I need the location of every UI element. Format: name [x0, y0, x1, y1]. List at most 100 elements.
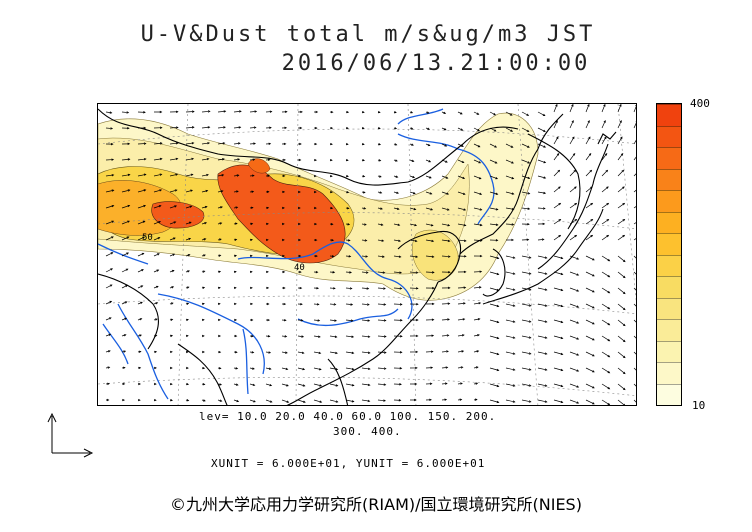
wind-arrow-head: [207, 141, 211, 145]
wind-arrow: [505, 271, 515, 275]
wind-arrow-head: [203, 399, 206, 402]
wind-arrow: [569, 186, 577, 193]
wind-arrow-head: [560, 336, 564, 340]
wind-arrow: [633, 106, 636, 113]
wind-arrow: [505, 399, 515, 403]
wind-arrow: [105, 127, 113, 129]
wind-arrow-head: [186, 334, 189, 338]
wind-arrow: [393, 271, 402, 274]
wind-arrow-head: [510, 129, 514, 132]
wind-arrow-head: [447, 302, 451, 305]
wind-arrow-head: [282, 254, 285, 258]
wind-arrow: [313, 399, 322, 403]
wind-arrow: [105, 300, 112, 305]
colorbar-segment: [657, 276, 681, 298]
wind-arrow-head: [347, 239, 351, 242]
wind-arrow-head: [345, 158, 349, 162]
wind-arrow-head: [378, 143, 382, 146]
wind-arrow-head: [234, 350, 238, 354]
wind-arrow-head: [397, 223, 401, 227]
wind-arrow-head: [139, 334, 142, 337]
wind-arrow-head: [159, 142, 163, 145]
wind-arrow-head: [543, 176, 547, 179]
wind-arrow-head: [512, 320, 516, 323]
wind-arrow: [361, 319, 370, 322]
wind-arrow: [249, 111, 257, 113]
wind-arrow: [137, 236, 145, 241]
wind-arrow-head: [282, 174, 286, 178]
wind-arrow-head: [334, 319, 337, 322]
wind-arrow: [473, 223, 482, 226]
wind-arrow-head: [588, 152, 592, 156]
wind-arrow: [377, 255, 385, 258]
wind-arrow-head: [607, 338, 611, 342]
wind-arrow-head: [622, 339, 626, 343]
wind-arrow: [313, 383, 322, 387]
wind-arrow: [585, 153, 592, 161]
wind-arrow: [185, 205, 192, 209]
wind-arrow-head: [286, 400, 290, 403]
wind-arrow-head: [365, 255, 369, 258]
wind-arrow: [297, 351, 304, 354]
wind-arrow-head: [314, 238, 318, 242]
wind-arrow-head: [282, 286, 286, 290]
wind-arrow-head: [576, 289, 580, 292]
wind-arrow-head: [111, 236, 114, 239]
wind-arrow: [569, 153, 576, 161]
copyright-notice: ©九州大学応用力学研究所(RIAM)/国立環境研究所(NIES): [170, 495, 582, 514]
wind-arrow: [601, 271, 610, 278]
wind-arrow-head: [496, 320, 500, 324]
wind-arrow-head: [143, 204, 146, 208]
wind-arrow: [297, 335, 304, 338]
wind-arrow-head: [139, 318, 143, 321]
wind-arrow: [377, 287, 386, 290]
wind-arrow: [601, 203, 609, 209]
wind-arrow: [441, 367, 448, 369]
map-title: U-V&Dust total m/s&ug/m3 JST: [140, 22, 596, 47]
wind-arrow-head: [494, 145, 498, 148]
wind-arrow-head: [496, 384, 500, 388]
wind-arrow-head: [108, 333, 112, 337]
wind-arrow-head: [528, 272, 532, 275]
wind-arrow-head: [300, 302, 303, 306]
wind-arrow: [313, 335, 321, 338]
wind-arrow-head: [202, 270, 206, 273]
wind-arrow: [521, 143, 530, 148]
wind-arrow-head: [333, 287, 336, 290]
wind-arrow: [297, 399, 306, 403]
wind-arrow: [153, 253, 160, 257]
wind-arrow-head: [544, 288, 548, 291]
wind-arrow-head: [558, 186, 561, 189]
wind-arrow: [457, 334, 465, 337]
wind-arrow: [457, 223, 466, 226]
wind-arrow-head: [157, 253, 160, 256]
wind-arrow: [137, 189, 146, 193]
wind-arrow-head: [335, 400, 339, 403]
wind-arrow-head: [251, 190, 255, 193]
wind-arrow: [553, 170, 560, 177]
wind-arrow-head: [622, 307, 626, 311]
wind-arrow-head: [479, 192, 483, 196]
wind-arrow: [265, 383, 272, 386]
wind-arrow-head: [125, 268, 129, 271]
wind-arrow-head: [284, 335, 288, 338]
wind-arrow-head: [461, 144, 464, 147]
wind-arrow: [617, 319, 626, 326]
contour-label: 50: [142, 233, 153, 243]
wind-arrow-head: [221, 174, 225, 177]
wind-arrow-head: [377, 110, 381, 114]
wind-arrow-head: [349, 271, 352, 274]
wind-arrow-head: [622, 275, 626, 279]
wind-arrow: [121, 205, 130, 209]
wind-arrow-head: [122, 398, 126, 402]
wind-arrow-head: [606, 186, 609, 189]
wind-arrow: [537, 367, 547, 371]
wind-arrow-head: [142, 236, 145, 239]
wind-arrow-head: [383, 303, 387, 306]
wind-arrow-head: [463, 239, 467, 242]
wind-arrow: [601, 287, 610, 294]
wind-arrow-head: [622, 259, 626, 263]
wind-arrow-head: [298, 158, 302, 162]
wind-arrow: [137, 252, 144, 257]
wind-arrow-head: [126, 111, 130, 114]
